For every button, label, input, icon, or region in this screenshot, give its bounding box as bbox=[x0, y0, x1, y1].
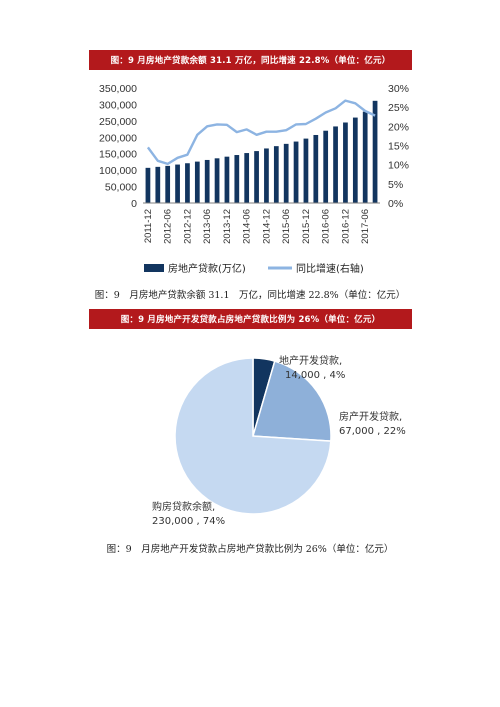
pie-label-name: 购房贷款余额, bbox=[152, 500, 215, 513]
y-left-tick-label: 50,000 bbox=[105, 182, 137, 194]
y-left-tick-label: 250,000 bbox=[99, 116, 137, 128]
bar-loan-balance bbox=[303, 138, 309, 203]
bar-loan-balance bbox=[155, 166, 161, 203]
pie-slice bbox=[174, 357, 332, 515]
y-left-tick-label: 0 bbox=[131, 198, 137, 210]
y-right-tick-label: 15% bbox=[388, 141, 409, 153]
bar-loan-balance bbox=[372, 100, 378, 203]
bar-loan-balance bbox=[244, 153, 250, 203]
legend-label-bar: 房地产贷款(万亿) bbox=[168, 262, 246, 275]
pie-label-value: 230,000 , 74% bbox=[152, 516, 225, 527]
pie-label-name: 地产开发贷款, bbox=[279, 354, 342, 367]
x-tick-label: 2012-12 bbox=[182, 209, 193, 244]
x-tick-label: 2013-12 bbox=[222, 209, 233, 244]
bar-loan-balance bbox=[145, 167, 151, 203]
bar-loan-balance bbox=[165, 165, 171, 203]
bar-loan-balance bbox=[313, 134, 319, 203]
x-tick-label: 2016-06 bbox=[321, 209, 332, 244]
y-right-tick-label: 20% bbox=[388, 121, 409, 133]
bar-loan-balance bbox=[194, 161, 200, 203]
y-right-tick-label: 10% bbox=[388, 160, 409, 172]
bar-loan-balance bbox=[214, 158, 220, 203]
pie-slice bbox=[252, 360, 332, 442]
bar-loan-balance bbox=[283, 143, 289, 203]
bar-loan-balance bbox=[293, 141, 299, 203]
x-tick-label: 2015-06 bbox=[281, 209, 292, 244]
legend-label-line: 同比增速(右轴) bbox=[296, 262, 364, 275]
y-left-tick-label: 100,000 bbox=[99, 165, 137, 177]
bar-loan-balance bbox=[273, 146, 279, 203]
bar-loan-balance bbox=[234, 155, 240, 203]
bar-loan-balance bbox=[352, 117, 358, 203]
y-left-tick-label: 150,000 bbox=[99, 149, 137, 161]
line-yoy-growth bbox=[146, 99, 376, 166]
chart1-title-banner: 图：9 月房地产贷款余额 31.1 万亿，同比增速 22.8%（单位：亿元） bbox=[89, 50, 412, 70]
bar-loan-balance bbox=[362, 111, 368, 203]
bar-loan-balance bbox=[224, 156, 230, 203]
bar-loan-balance bbox=[175, 164, 180, 203]
y-right-tick-label: 30% bbox=[388, 83, 409, 95]
pie-label-value: 67,000 , 22% bbox=[339, 426, 406, 437]
bar-loan-balance bbox=[254, 151, 259, 203]
y-right-tick-label: 0% bbox=[388, 198, 403, 210]
pie-label-name: 房产开发贷款, bbox=[339, 410, 402, 423]
pie-label-value: 14,000 , 4% bbox=[285, 370, 345, 381]
y-right-tick-label: 5% bbox=[388, 179, 403, 191]
bar-loan-balance bbox=[185, 163, 190, 203]
bar-loan-balance bbox=[343, 122, 348, 203]
chart2-svg: 地产开发贷款, 14,000 , 4% 房产开发贷款, 67,000 , 22% 购房贷… bbox=[152, 354, 406, 527]
chart1-svg: 0 50,000 100,000 150,000 200,000 250,000 300,0… bbox=[99, 83, 409, 275]
x-tick-label: 2014-12 bbox=[261, 209, 272, 244]
x-tick-label: 2016-12 bbox=[340, 209, 351, 244]
y-left-tick-label: 300,000 bbox=[99, 99, 137, 111]
y-left-tick-label: 200,000 bbox=[99, 132, 137, 144]
y-left-tick-label: 350,000 bbox=[99, 83, 137, 95]
x-tick-label: 2011-12 bbox=[143, 209, 154, 243]
x-tick-label: 2013-06 bbox=[202, 209, 213, 244]
x-tick-label: 2014-06 bbox=[242, 209, 253, 244]
x-tick-label: 2012-06 bbox=[163, 209, 174, 244]
y-right-tick-label: 25% bbox=[388, 102, 409, 114]
chart2-caption: 图：9 月房地产开发贷款占房地产贷款比例为 26%（单位：亿元） bbox=[106, 544, 394, 555]
legend-swatch-bar bbox=[144, 264, 164, 272]
chart2-title-banner: 图：9 月房地产开发贷款占房地产贷款比例为 26%（单位：亿元） bbox=[89, 309, 412, 329]
bar-loan-balance bbox=[323, 130, 329, 203]
x-tick-label: 2017-06 bbox=[360, 209, 371, 244]
x-tick-label: 2015-12 bbox=[301, 209, 312, 244]
bar-loan-balance bbox=[333, 126, 338, 203]
bar-loan-balance bbox=[204, 159, 210, 203]
chart1-caption: 图：9 月房地产贷款余额 31.1 万亿，同比增速 22.8%（单位：亿元） bbox=[94, 290, 406, 301]
bar-loan-balance bbox=[264, 148, 269, 203]
